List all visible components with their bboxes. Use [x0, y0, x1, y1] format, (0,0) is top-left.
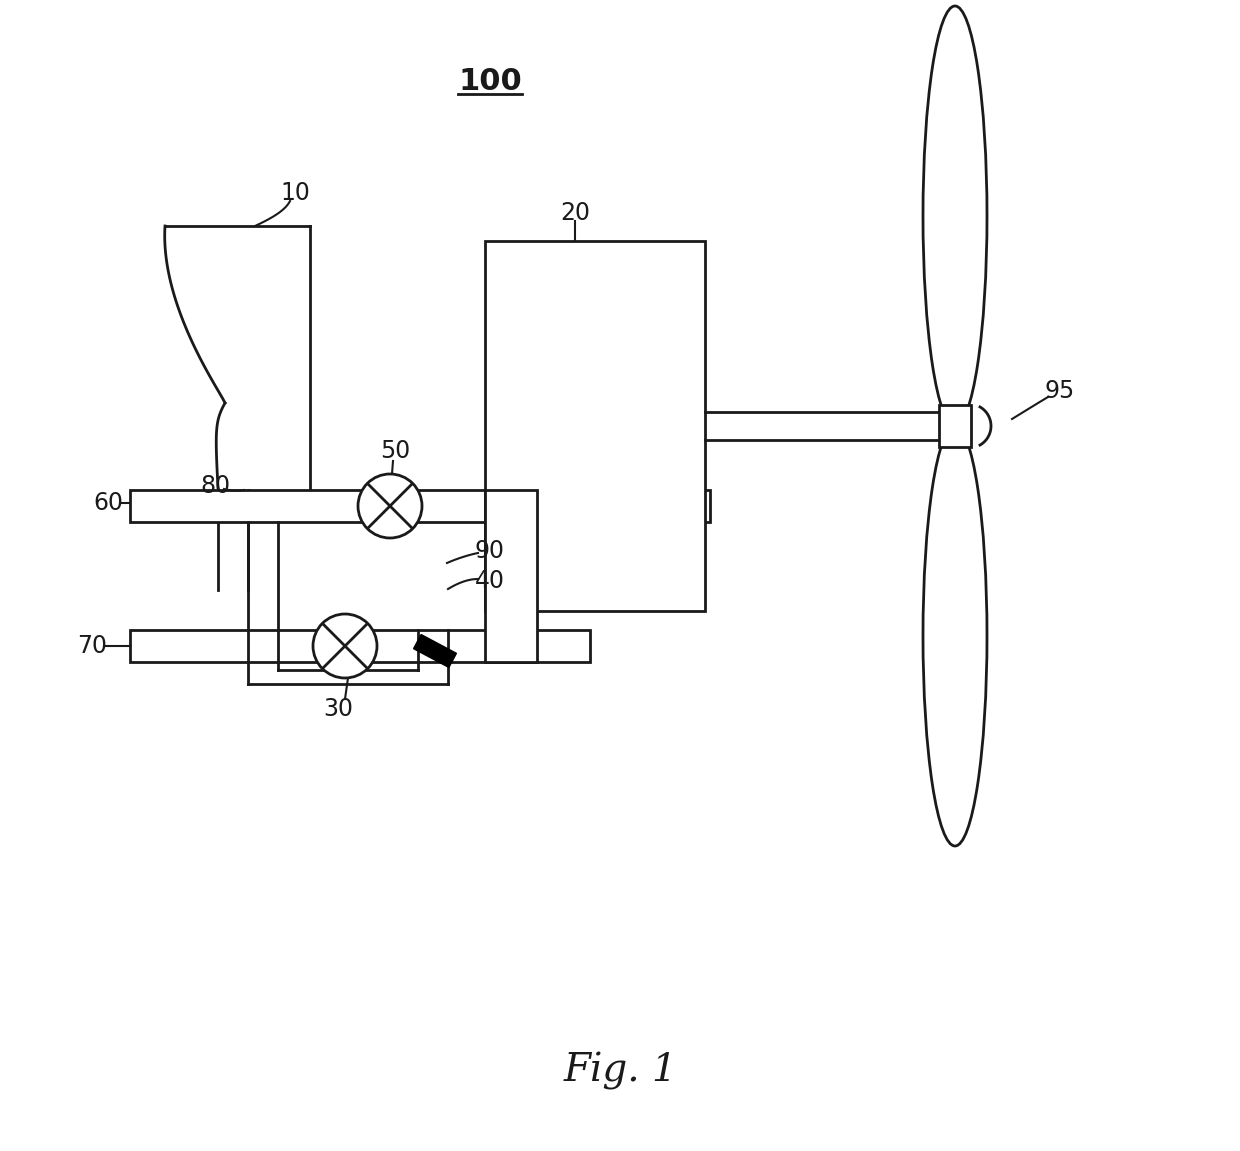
Text: 50: 50	[379, 439, 410, 463]
Text: 90: 90	[475, 539, 505, 563]
Text: 30: 30	[322, 698, 353, 721]
Text: 40: 40	[475, 569, 505, 593]
Text: 70: 70	[77, 634, 107, 658]
Text: 80: 80	[200, 474, 231, 498]
Ellipse shape	[923, 6, 987, 426]
Bar	[485, 241, 706, 611]
Bar	[485, 490, 537, 662]
Circle shape	[358, 474, 422, 538]
Text: 60: 60	[93, 491, 123, 514]
Text: 10: 10	[280, 181, 310, 205]
Circle shape	[312, 613, 377, 678]
Text: 100: 100	[458, 67, 522, 96]
Text: 20: 20	[560, 201, 590, 224]
Bar	[941, 407, 968, 445]
Bar	[939, 405, 971, 447]
Text: Fig. 1: Fig. 1	[563, 1052, 677, 1090]
Bar	[130, 490, 711, 523]
Text: 95: 95	[1045, 379, 1075, 403]
Ellipse shape	[923, 426, 987, 846]
Bar	[130, 630, 590, 662]
Polygon shape	[414, 634, 456, 668]
